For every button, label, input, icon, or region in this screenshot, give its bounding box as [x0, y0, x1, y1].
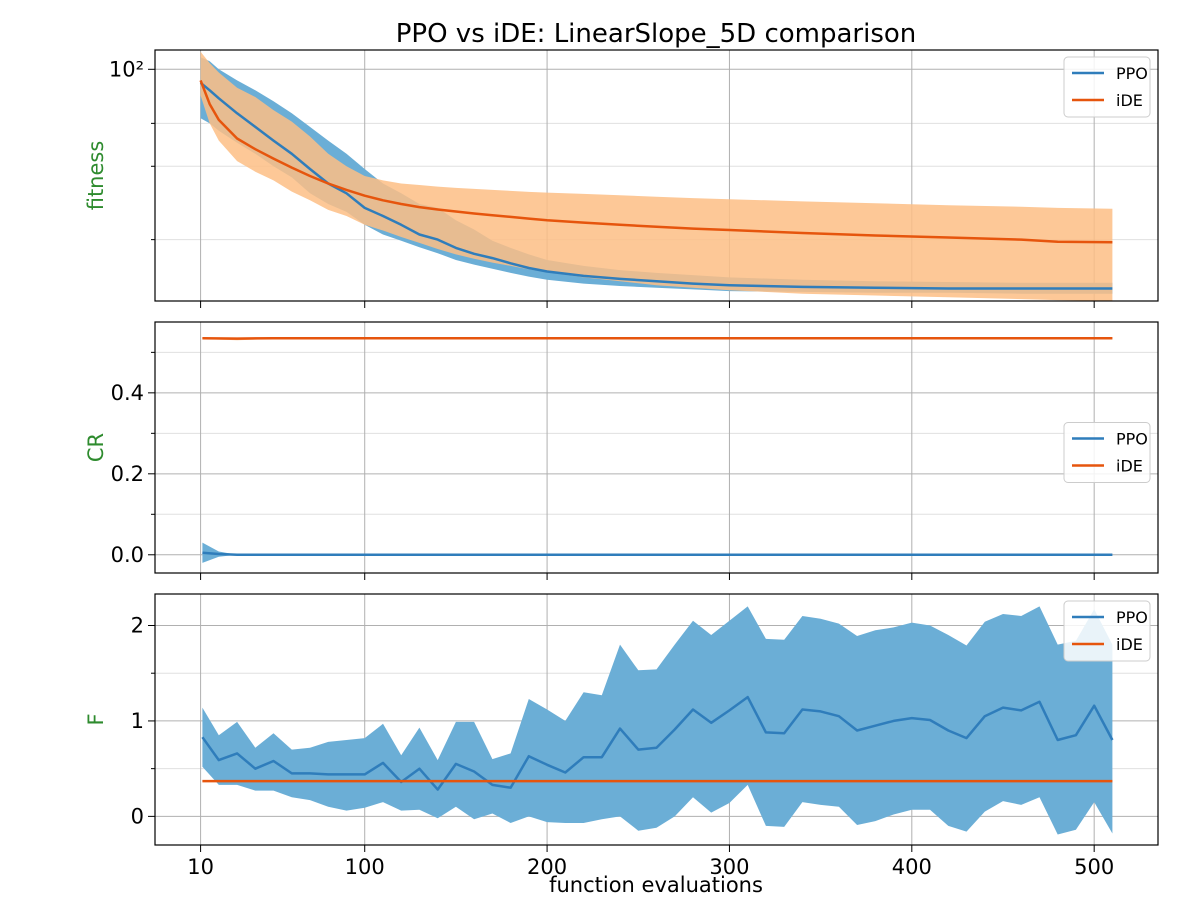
legend-fitness: PPO iDE [1063, 56, 1151, 118]
axes-frame [154, 49, 1159, 302]
plot-area-fitness [199, 51, 1113, 301]
x-tick-label: 200 [527, 855, 567, 879]
ide-band [200, 51, 1113, 301]
y-axis-label-cr: CR [84, 433, 108, 462]
axes-frame [154, 593, 1159, 846]
figure-title: PPO vs iDE: LinearSlope_5D comparison [396, 19, 917, 49]
ppo-band [202, 606, 1113, 835]
ppo-mean-line [202, 551, 1113, 557]
legend-label-ide: iDE [1116, 91, 1143, 110]
y-axis-label-fitness: fitness [84, 141, 108, 211]
x-tick-label: 100 [345, 855, 385, 879]
ide-mean-line [199, 79, 1113, 244]
plot-area-cr [202, 336, 1113, 563]
legend-label-ppo: PPO [1116, 64, 1148, 83]
y-tick-label: 0.0 [111, 543, 144, 567]
y-tick-label: 0.4 [111, 381, 144, 405]
x-tick-label: 400 [892, 855, 932, 879]
y-tick-label: 0.2 [111, 462, 144, 486]
subplot-f: 0 1 2 F PPO iDE 10 100 200 300 400 500 [84, 593, 1159, 879]
legend-label-ide: iDE [1116, 635, 1143, 654]
ppo-mean-line [201, 695, 1114, 791]
y-tick-label: 10² [109, 57, 144, 81]
legend-f: PPO iDE [1063, 600, 1151, 662]
ppo-band [202, 542, 1113, 563]
legend-label-ppo: PPO [1116, 430, 1148, 449]
y-tick-label: 1 [131, 709, 144, 733]
subplot-fitness: 10² fitness PPO iDE [84, 49, 1159, 308]
x-tick-label: 10 [187, 855, 214, 879]
ppo-mean-line [199, 81, 1113, 290]
y-tick-label: 0 [131, 804, 144, 828]
subplot-cr: 0.0 0.2 0.4 CR PPO iDE [84, 321, 1159, 580]
x-tick-label: 300 [709, 855, 749, 879]
x-axis-label: function evaluations [549, 873, 763, 897]
subplots: 10² fitness PPO iDE 0.0 0.2 0.4 CR PPO iDE 0 1 2 F PPO… [84, 49, 1159, 879]
plot-area-f [201, 606, 1114, 835]
axes-frame [154, 321, 1159, 574]
y-axis-label-f: F [84, 713, 108, 725]
legend-label-ide: iDE [1116, 457, 1143, 476]
x-tick-label: 500 [1074, 855, 1114, 879]
legend-label-ppo: PPO [1116, 608, 1148, 627]
legend-cr: PPO iDE [1063, 422, 1151, 483]
y-tick-label: 2 [131, 613, 144, 637]
